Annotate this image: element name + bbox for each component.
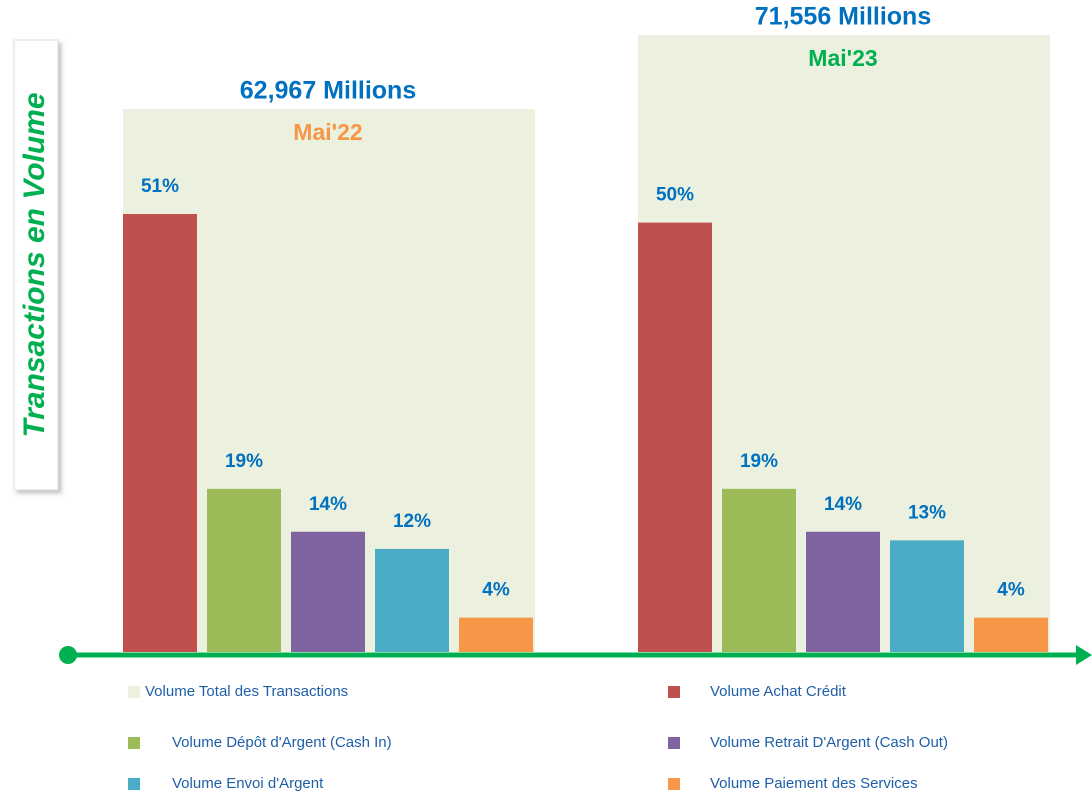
axis-title-box (13, 39, 59, 491)
legend-swatch (128, 737, 140, 749)
value-label: 19% (740, 451, 778, 472)
axis-origin-dot (59, 646, 77, 664)
legend-label: Volume Achat Crédit (710, 683, 847, 700)
bar (638, 222, 712, 652)
bar (123, 214, 197, 652)
value-label: 4% (997, 580, 1025, 601)
plot-area: 62,967 Millions Mai'22 51% 19% 14% 12% 4% 71,55… (123, 3, 1050, 652)
axis-arrow (1076, 645, 1092, 665)
legend-label: Volume Retrait D'Argent (Cash Out) (710, 734, 948, 751)
category-label: Mai'23 (808, 45, 877, 71)
legend-swatch (668, 686, 680, 698)
legend-swatch (128, 686, 140, 698)
y-axis-title: Transactions en Volume (18, 92, 51, 437)
legend-label: Volume Total des Transactions (145, 683, 348, 700)
bar (890, 540, 964, 652)
value-label: 13% (908, 502, 946, 523)
legend-label: Volume Envoi d'Argent (172, 775, 324, 792)
legend-label: Volume Paiement des Services (710, 775, 918, 792)
value-label: 12% (393, 511, 431, 532)
category-label: Mai'22 (293, 119, 362, 145)
value-label: 14% (824, 494, 862, 515)
legend-swatch (668, 778, 680, 790)
bar (806, 531, 880, 652)
total-label: 62,967 Millions (240, 77, 416, 105)
value-label: 51% (141, 176, 179, 197)
value-label: 4% (482, 580, 510, 601)
bar (291, 531, 365, 652)
bar (459, 617, 533, 652)
bar (722, 488, 796, 652)
legend-swatch (668, 737, 680, 749)
bar (375, 548, 449, 652)
value-label: 50% (656, 185, 694, 206)
total-label: 71,556 Millions (755, 3, 931, 31)
value-label: 19% (225, 451, 263, 472)
legend-label: Volume Dépôt d'Argent (Cash In) (172, 734, 392, 751)
bar (974, 617, 1048, 652)
legend-swatch (128, 778, 140, 790)
value-label: 14% (309, 494, 347, 515)
bar (207, 488, 281, 652)
